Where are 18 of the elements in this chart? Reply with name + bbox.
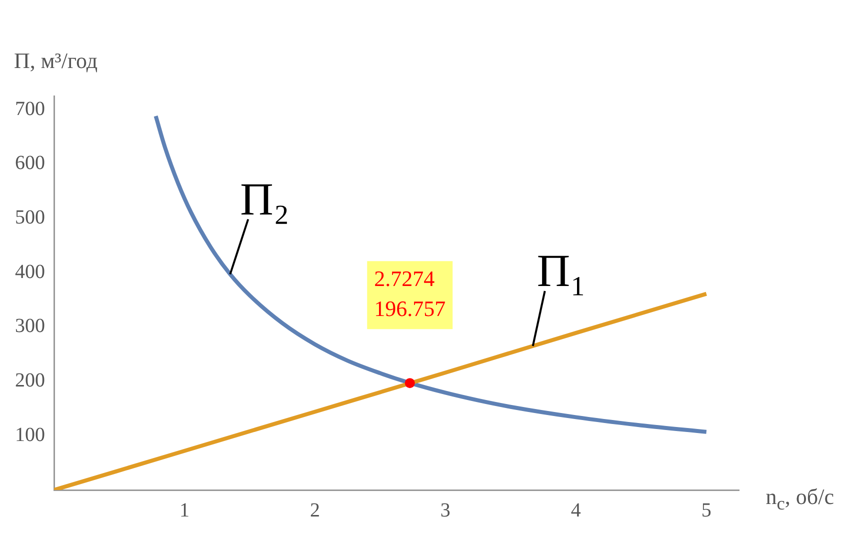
y-axis-title: Π, м³/год xyxy=(14,48,98,73)
y-tick-label: 500 xyxy=(15,206,45,229)
y-tick-label: 200 xyxy=(15,370,45,392)
series-label: Π₁ xyxy=(536,245,586,296)
line-series xyxy=(154,114,708,434)
x-tick-label: 4 xyxy=(570,499,581,522)
y-tick-label: 300 xyxy=(15,315,45,338)
y-tick-label: 600 xyxy=(15,152,45,174)
x-axis-title: n$_{c}$, об/с xyxy=(766,484,834,514)
y-tick-label: 100 xyxy=(15,424,45,446)
x-tick-label: 2 xyxy=(310,499,320,522)
x-tick-label: 5 xyxy=(701,499,712,522)
y-tick-label: 700 xyxy=(15,98,45,120)
y-tick-label: 400 xyxy=(15,260,45,283)
x-tick-label: 3 xyxy=(440,499,450,522)
x-tick-label: 1 xyxy=(179,499,190,522)
series-label: Π₂ xyxy=(240,173,290,224)
annotation: 2.7274 196.757 xyxy=(374,266,446,321)
